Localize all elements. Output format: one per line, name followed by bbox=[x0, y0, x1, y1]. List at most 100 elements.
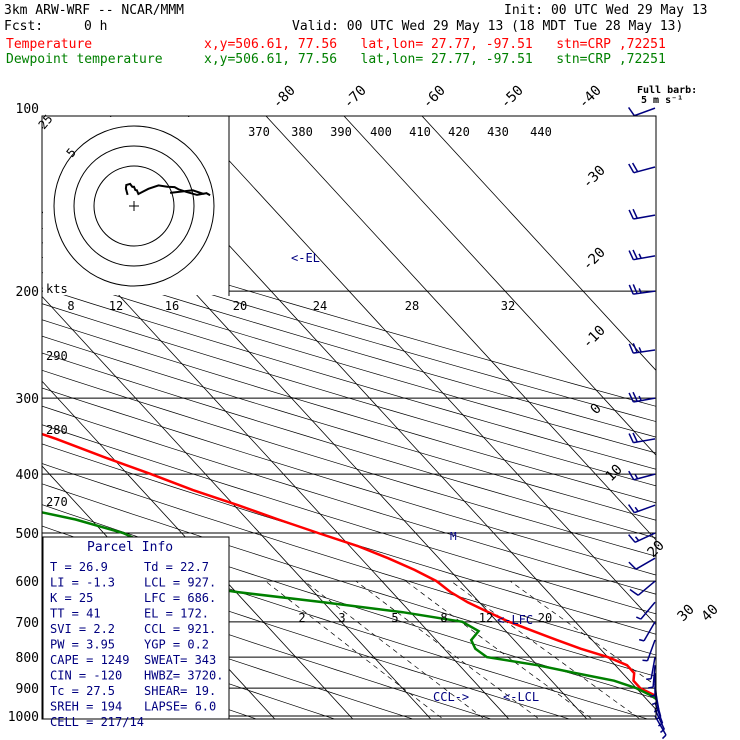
theta-label: 370 bbox=[248, 125, 270, 139]
dry-adiabat bbox=[42, 352, 656, 539]
fcst-value: 0 h bbox=[84, 19, 108, 34]
wind-barb-flag bbox=[634, 506, 639, 512]
wind-barb-flag bbox=[629, 588, 639, 596]
dry-adiabat bbox=[42, 570, 493, 719]
wind-barb-flag bbox=[655, 716, 662, 720]
wind-barb bbox=[628, 343, 656, 354]
parcel-info-value: HWBZ= 3720. bbox=[144, 669, 223, 683]
dry-adiabat bbox=[42, 387, 656, 576]
el-annotation: <-EL bbox=[291, 251, 320, 265]
isotherm bbox=[343, 116, 656, 456]
temperature-legend-info: x,y=506.61, 77.56 lat,lon= 27.77, -97.51… bbox=[204, 37, 666, 52]
isotherm bbox=[421, 116, 656, 371]
pressure-label: 900 bbox=[16, 682, 39, 697]
wind-barb-flag bbox=[638, 347, 642, 353]
full-barb-units: 5 m s⁻¹ bbox=[641, 95, 684, 106]
dewpoint-line bbox=[42, 511, 656, 701]
wind-barb bbox=[627, 504, 656, 514]
dewpoint-legend-label: Dewpoint temperature bbox=[6, 52, 163, 67]
wind-barb bbox=[628, 432, 656, 444]
wind-barb bbox=[628, 470, 656, 481]
wind-barb-flag bbox=[634, 536, 640, 542]
wind-barb bbox=[627, 107, 656, 117]
wind-barb bbox=[628, 249, 656, 261]
hodograph-speed-label: 12 bbox=[109, 299, 123, 313]
pressure-label: 1000 bbox=[8, 710, 39, 725]
parcel-info-value: Tc = 27.5 bbox=[50, 684, 115, 698]
theta-label: 380 bbox=[291, 125, 313, 139]
wind-barb-shaft bbox=[650, 656, 656, 679]
isotherm-label: -40 bbox=[576, 83, 605, 112]
wind-barb-flag bbox=[636, 616, 642, 620]
parcel-info-value: PW = 3.95 bbox=[50, 638, 115, 652]
isotherm-label: 30 bbox=[675, 602, 698, 625]
dry-adiabat bbox=[42, 443, 656, 635]
wind-barb-flag bbox=[659, 728, 665, 734]
fcst-label: Fcst: bbox=[4, 19, 44, 34]
mixing-ratio-label: 3 bbox=[338, 611, 345, 625]
isotherm-label: 40 bbox=[699, 602, 722, 625]
wind-barbs bbox=[627, 107, 667, 740]
wind-barb-shaft bbox=[652, 665, 656, 688]
wind-barb-flag bbox=[628, 470, 635, 481]
mixing-ratio-label: 5 bbox=[391, 611, 398, 625]
wind-barb bbox=[646, 656, 656, 680]
temperature-line bbox=[42, 432, 656, 698]
parcel-info-value: YGP = 0.2 bbox=[144, 638, 209, 652]
parcel-info-value: LI = -1.3 bbox=[50, 576, 115, 590]
wind-barb-flag bbox=[632, 391, 638, 402]
wind-barb-flag bbox=[628, 392, 635, 403]
dry-adiabat bbox=[42, 227, 656, 407]
wind-barb-flag bbox=[628, 209, 635, 220]
wind-barb-flag bbox=[657, 722, 663, 727]
wind-barb-flag bbox=[628, 534, 636, 543]
isotherm-label: -50 bbox=[498, 83, 527, 112]
parcel-info-value: SHEAR= 19. bbox=[144, 684, 216, 698]
wind-barb bbox=[628, 284, 656, 295]
pressure-label: 300 bbox=[16, 392, 39, 407]
theta-left-label: 290 bbox=[46, 349, 68, 363]
wind-barb bbox=[648, 665, 656, 689]
parcel-marker: M bbox=[450, 530, 457, 543]
wind-barb-flag bbox=[632, 343, 638, 353]
dry-adiabat bbox=[42, 594, 415, 719]
wind-barb-shaft bbox=[654, 708, 665, 730]
dry-adiabat bbox=[42, 463, 656, 656]
wind-barb-flag bbox=[638, 395, 642, 401]
mixing-ratio-label: 8 bbox=[440, 611, 447, 625]
hodograph-speed-label: 32 bbox=[501, 299, 515, 313]
hodograph-ring bbox=[73, 145, 195, 267]
parcel-info-panel: Parcel Info T = 26.9 Td = 22.7 LI = -1.3 LCL… bbox=[42, 536, 230, 729]
wind-barb-flag bbox=[631, 162, 639, 173]
theta-label: 410 bbox=[409, 125, 431, 139]
parcel-info-value: SWEAT= 343 bbox=[144, 653, 216, 667]
wind-barb-flag bbox=[628, 284, 634, 295]
parcel-info-title: Parcel Info bbox=[87, 540, 173, 555]
hodograph-speed-label: 8 bbox=[67, 299, 74, 313]
wind-barb-flag bbox=[628, 561, 637, 570]
plot-frame bbox=[41, 115, 657, 720]
pressure-label: 200 bbox=[16, 285, 39, 300]
dry-adiabat bbox=[42, 483, 656, 677]
wind-barb bbox=[628, 162, 656, 174]
mixing-ratio-line bbox=[355, 580, 540, 719]
wind-barb-flag bbox=[638, 638, 645, 642]
lfc-annotation: <-LFC bbox=[497, 613, 533, 627]
wind-barb-flag bbox=[628, 433, 635, 443]
theta-label: 420 bbox=[448, 125, 470, 139]
dewpoint-legend-info: x,y=506.61, 77.56 lat,lon= 27.77, -97.51… bbox=[204, 52, 666, 67]
wind-barb-flag bbox=[648, 686, 654, 689]
theta-label: 390 bbox=[330, 125, 352, 139]
pressure-label: 400 bbox=[16, 468, 39, 483]
isotherm bbox=[265, 116, 656, 541]
theta-label: 400 bbox=[370, 125, 392, 139]
wind-barb bbox=[628, 208, 656, 220]
parcel-info-value: K = 25 bbox=[50, 591, 93, 605]
hodograph-ring bbox=[93, 165, 175, 247]
ccl-annotation: CCL-> bbox=[433, 690, 469, 704]
parcel-info-value: EL = 172. bbox=[144, 607, 209, 621]
hodograph-trace bbox=[124, 182, 211, 197]
wind-barb bbox=[629, 580, 656, 596]
parcel-info-value: T = 26.9 bbox=[50, 560, 108, 574]
mixing-ratio-line bbox=[265, 580, 444, 719]
